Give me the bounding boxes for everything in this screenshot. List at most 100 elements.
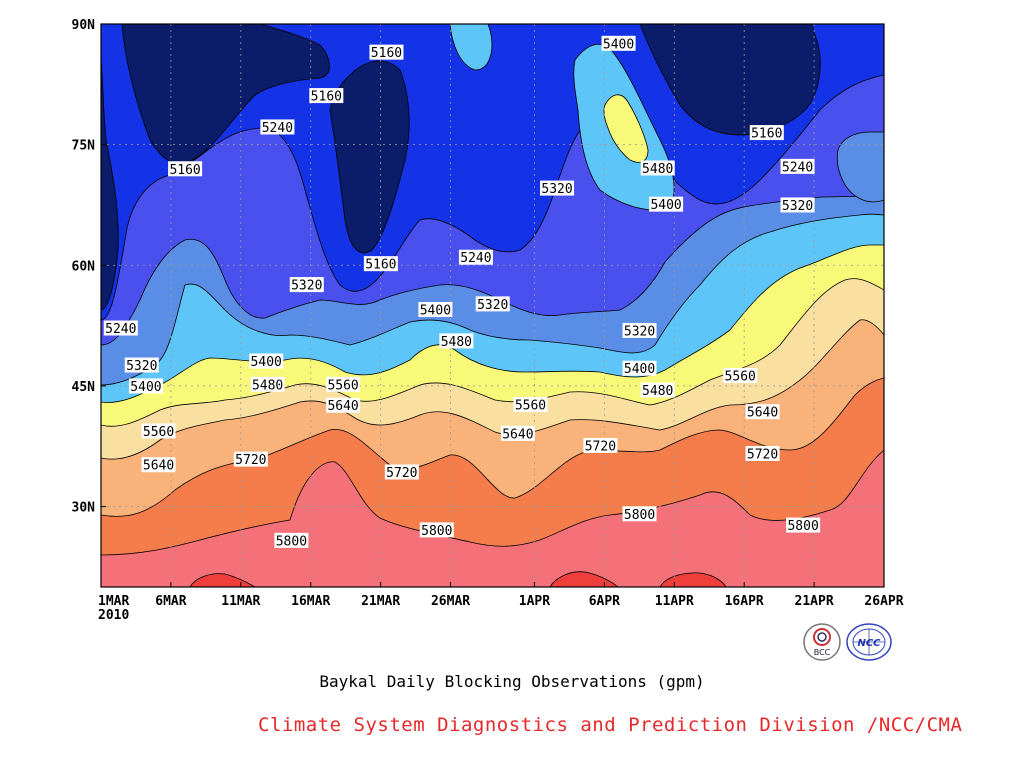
y-tick-label: 45N xyxy=(72,380,96,395)
x-tick-label: 1APR xyxy=(519,594,550,609)
contour-label: 5640 xyxy=(141,457,176,474)
contour-label: 5320 xyxy=(124,357,159,374)
contour-label-box xyxy=(439,333,474,349)
bcc-logo-icon: BCC xyxy=(803,623,841,661)
contour-label-box xyxy=(745,445,780,461)
x-tick-label: 21MAR xyxy=(361,594,400,609)
contour-label: 5480 xyxy=(640,160,675,177)
contour-label: 5400 xyxy=(649,196,684,213)
contour-label: 5720 xyxy=(745,445,780,462)
contour-label-text: 5480 xyxy=(441,335,472,350)
contour-label: 5720 xyxy=(233,451,268,468)
contour-label-text: 5400 xyxy=(251,355,282,370)
contour-label: 5160 xyxy=(749,125,784,142)
contour-label: 5240 xyxy=(103,320,138,337)
contour-label-box xyxy=(141,457,176,473)
y-tick-label: 60N xyxy=(72,259,96,274)
contour-label: 5720 xyxy=(583,437,618,454)
contour-label-text: 5560 xyxy=(143,425,174,440)
contour-label-box xyxy=(723,367,758,383)
contour-label-box xyxy=(622,322,657,338)
axes: 1MAR 6MAR 11MAR 16MAR 21MAR 26MAR 1APR 6APR 11AP… xyxy=(72,18,904,623)
contour-label-box xyxy=(141,423,176,439)
contour-label-text: 5400 xyxy=(650,198,681,213)
contour-label-text: 5800 xyxy=(624,508,655,523)
contour-label: 5400 xyxy=(128,378,163,395)
contour-label-text: 5560 xyxy=(515,398,546,413)
contour-label-box xyxy=(326,397,361,413)
x-tick-label: 21APR xyxy=(795,594,834,609)
contour-label: 5640 xyxy=(326,397,361,414)
contour-label-text: 5160 xyxy=(751,127,782,142)
contour-label-text: 5640 xyxy=(502,427,533,442)
contour-label-box xyxy=(475,296,510,312)
contour-label: 5560 xyxy=(141,423,176,440)
band-5880 xyxy=(189,573,256,587)
band-5880-c xyxy=(659,572,727,587)
contour-label-box xyxy=(583,437,618,453)
contour-label-text: 5640 xyxy=(327,399,358,414)
contour-label: 5320 xyxy=(622,322,657,339)
contour-label-box xyxy=(500,425,535,441)
x-tick-label: 11APR xyxy=(655,594,694,609)
contour-label-text: 5240 xyxy=(262,121,293,136)
contour-label-text: 5480 xyxy=(642,162,673,177)
contour-label-box xyxy=(363,256,398,272)
contour-label-text: 5160 xyxy=(371,46,402,61)
contour-label-box xyxy=(780,158,815,174)
contour-label-text: 5720 xyxy=(235,453,266,468)
x-tick-label: 26APR xyxy=(864,594,903,609)
contour-label: 5400 xyxy=(418,302,453,319)
contour-label-box xyxy=(124,357,159,373)
contour-label-box xyxy=(540,180,575,196)
x-tick-label: 11MAR xyxy=(221,594,260,609)
contour-label-box xyxy=(309,88,344,104)
contour-label-text: 5800 xyxy=(276,534,307,549)
contour-label-text: 5160 xyxy=(365,258,396,273)
organization-credit: Climate System Diagnostics and Predictio… xyxy=(258,714,963,736)
band-5400-east-pocket xyxy=(836,131,884,203)
contour-label-box xyxy=(326,376,361,392)
band-5160-north xyxy=(121,24,330,164)
contour-label-box xyxy=(250,376,285,392)
y-tick-label: 30N xyxy=(72,501,96,516)
band-5880-b xyxy=(549,571,619,587)
contour-label-box xyxy=(128,378,163,394)
contour-label-box xyxy=(274,532,309,548)
contour-label-text: 5720 xyxy=(386,466,417,481)
contour-label-box xyxy=(260,119,295,135)
bcc-logo-text: BCC xyxy=(814,648,831,657)
contour-label-box xyxy=(601,35,636,51)
contour-label-box xyxy=(786,517,821,533)
contour-label-box xyxy=(458,249,493,265)
contour-label: 5560 xyxy=(326,376,361,393)
x-tick-label: 16MAR xyxy=(291,594,330,609)
contour-label: 5560 xyxy=(723,367,758,384)
x-tick-label: 1MAR xyxy=(98,594,129,609)
contour-label-box xyxy=(418,302,453,318)
contour-label-text: 5400 xyxy=(624,362,655,377)
contour-label: 5400 xyxy=(249,353,284,370)
contour-label-box xyxy=(649,196,684,212)
contour-label: 5320 xyxy=(475,296,510,313)
contour-label: 5800 xyxy=(622,506,657,523)
x-tick-label: 6MAR xyxy=(155,594,186,609)
contour-label-text: 5400 xyxy=(603,37,634,52)
contour-label-text: 5160 xyxy=(311,90,342,105)
contour-label: 5400 xyxy=(622,360,657,377)
y-tick-label: 90N xyxy=(72,18,96,33)
contour-label-text: 5560 xyxy=(725,369,756,384)
grid-lines xyxy=(101,24,885,587)
contour-label: 5320 xyxy=(289,277,324,294)
contour-label-text: 5240 xyxy=(460,251,491,266)
contour-label-box xyxy=(749,125,784,141)
contour-label: 5560 xyxy=(513,396,548,413)
contour-label-text: 5320 xyxy=(541,182,572,197)
contour-label: 5320 xyxy=(540,180,575,197)
contour-label-text: 5720 xyxy=(585,439,616,454)
band-5160-east xyxy=(639,24,821,136)
contour-label: 5640 xyxy=(745,404,780,421)
contour-label-box xyxy=(233,451,268,467)
band-5160 xyxy=(101,59,119,311)
